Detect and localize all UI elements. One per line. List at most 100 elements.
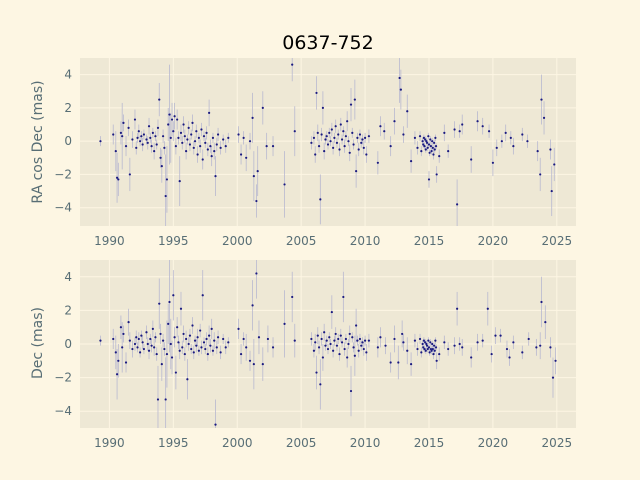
data-point [168, 113, 171, 116]
data-point [317, 346, 321, 349]
data-point [422, 346, 425, 349]
data-point [379, 336, 382, 339]
data-point [347, 342, 350, 346]
data-point [495, 146, 498, 149]
data-point [164, 194, 167, 198]
data-point [512, 341, 515, 344]
data-point [339, 123, 342, 126]
data-point [114, 351, 117, 354]
data-point [427, 178, 431, 181]
data-point [367, 135, 371, 138]
y-tick-label: 0 [64, 134, 72, 148]
data-point [137, 130, 140, 133]
data-point [155, 352, 158, 356]
data-point [509, 136, 512, 139]
data-point [433, 344, 436, 347]
data-point [535, 346, 538, 349]
data-point [349, 389, 353, 393]
y-tick-label: 2 [64, 303, 72, 317]
data-point [316, 334, 319, 337]
data-point [332, 146, 335, 149]
x-tick-label: 1995 [158, 436, 189, 450]
data-point [205, 337, 208, 341]
data-point [312, 349, 316, 352]
data-point [131, 347, 134, 351]
data-point [424, 349, 427, 352]
data-point [346, 356, 349, 359]
data-point [190, 347, 193, 351]
data-point [140, 334, 143, 337]
data-point [121, 346, 124, 349]
data-point [470, 356, 473, 359]
data-point [133, 342, 137, 346]
data-point [355, 170, 358, 173]
data-point [320, 337, 323, 341]
data-point [365, 351, 368, 354]
data-point [224, 145, 227, 148]
data-point [425, 141, 429, 144]
data-point [136, 136, 139, 139]
data-point [330, 128, 333, 131]
data-point [204, 141, 207, 144]
data-point [312, 136, 316, 139]
data-point [342, 130, 345, 133]
y-tick-label: 4 [64, 270, 72, 284]
data-point [416, 146, 419, 149]
data-point [173, 115, 176, 118]
data-point [141, 341, 144, 344]
data-point [383, 130, 386, 133]
x-tick-label: 2010 [350, 234, 381, 248]
data-point [156, 398, 160, 401]
data-point [179, 307, 183, 310]
data-point [142, 133, 146, 136]
data-point [317, 145, 321, 148]
data-point [551, 376, 555, 379]
data-point [361, 138, 364, 141]
data-point [549, 346, 552, 349]
y-tick-label: −2 [54, 167, 72, 181]
data-point [402, 133, 405, 136]
data-point [326, 347, 330, 351]
data-point [283, 183, 286, 186]
data-point [363, 339, 367, 342]
data-point [431, 342, 434, 346]
data-point [248, 140, 252, 143]
data-point [447, 347, 450, 351]
data-point [494, 334, 497, 337]
data-point [188, 334, 192, 337]
data-point [199, 329, 202, 332]
data-point [429, 341, 432, 344]
data-point [187, 126, 190, 129]
data-point [135, 336, 138, 339]
data-point [424, 138, 427, 141]
data-point [293, 130, 296, 133]
data-point [476, 341, 479, 344]
data-point [425, 342, 428, 346]
data-point [461, 123, 464, 126]
data-point [146, 141, 149, 144]
data-point [149, 337, 152, 341]
data-point [500, 140, 503, 143]
data-point [332, 349, 335, 352]
data-point [119, 131, 123, 134]
data-point [239, 153, 243, 156]
data-point [401, 332, 404, 336]
data-point [333, 136, 336, 139]
data-point [174, 145, 177, 148]
data-point [209, 145, 212, 148]
data-point [245, 346, 248, 349]
data-point [159, 332, 162, 336]
data-point [315, 91, 318, 95]
data-point [326, 143, 330, 146]
data-point [321, 356, 324, 359]
data-point [470, 158, 473, 161]
data-point [362, 146, 365, 149]
data-point [210, 327, 213, 330]
y-tick-label: −4 [54, 404, 72, 418]
y-tick-label: 4 [64, 68, 72, 82]
data-point [201, 294, 204, 297]
data-point [363, 136, 367, 139]
data-point [338, 352, 341, 356]
data-point [211, 349, 215, 352]
data-point [337, 133, 340, 136]
